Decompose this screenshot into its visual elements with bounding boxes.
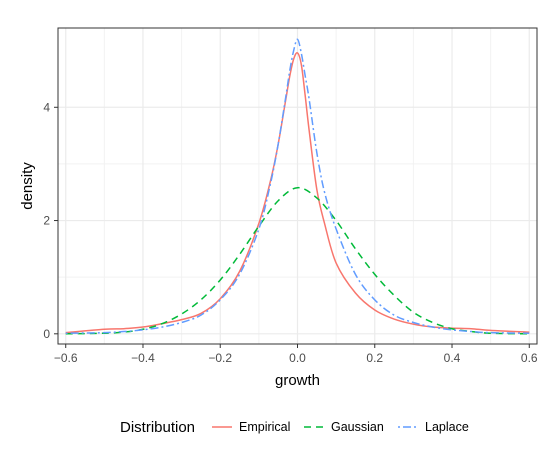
x-tick-label: 0.0 (289, 351, 306, 365)
x-axis-ticks: −0.6 −0.4 −0.2 0.0 0.2 0.4 0.6 (54, 344, 538, 365)
series-line-empirical (65, 52, 530, 334)
grid-lines (58, 28, 537, 344)
legend-label-laplace: Laplace (425, 420, 469, 434)
y-axis-label: density (19, 162, 36, 210)
legend-title: Distribution (120, 419, 195, 436)
x-tick-label: 0.2 (366, 351, 383, 365)
legend-label-empirical: Empirical (239, 420, 290, 434)
y-axis-ticks: 0 2 4 (43, 100, 58, 341)
x-tick-label: 0.4 (444, 351, 461, 365)
series-lines (65, 38, 530, 335)
y-tick-label: 4 (43, 100, 50, 114)
series-line-gaussian (65, 186, 530, 335)
series-line-laplace (65, 38, 530, 334)
x-tick-label: 0.6 (521, 351, 538, 365)
y-tick-label: 2 (43, 214, 50, 228)
x-tick-label: −0.4 (131, 351, 155, 365)
y-tick-label: 0 (43, 327, 50, 341)
legend-label-gaussian: Gaussian (331, 420, 384, 434)
legend: Distribution Empirical Gaussian Laplace (120, 419, 469, 436)
x-axis-label: growth (275, 372, 320, 389)
x-tick-label: −0.2 (208, 351, 232, 365)
x-tick-label: −0.6 (54, 351, 78, 365)
